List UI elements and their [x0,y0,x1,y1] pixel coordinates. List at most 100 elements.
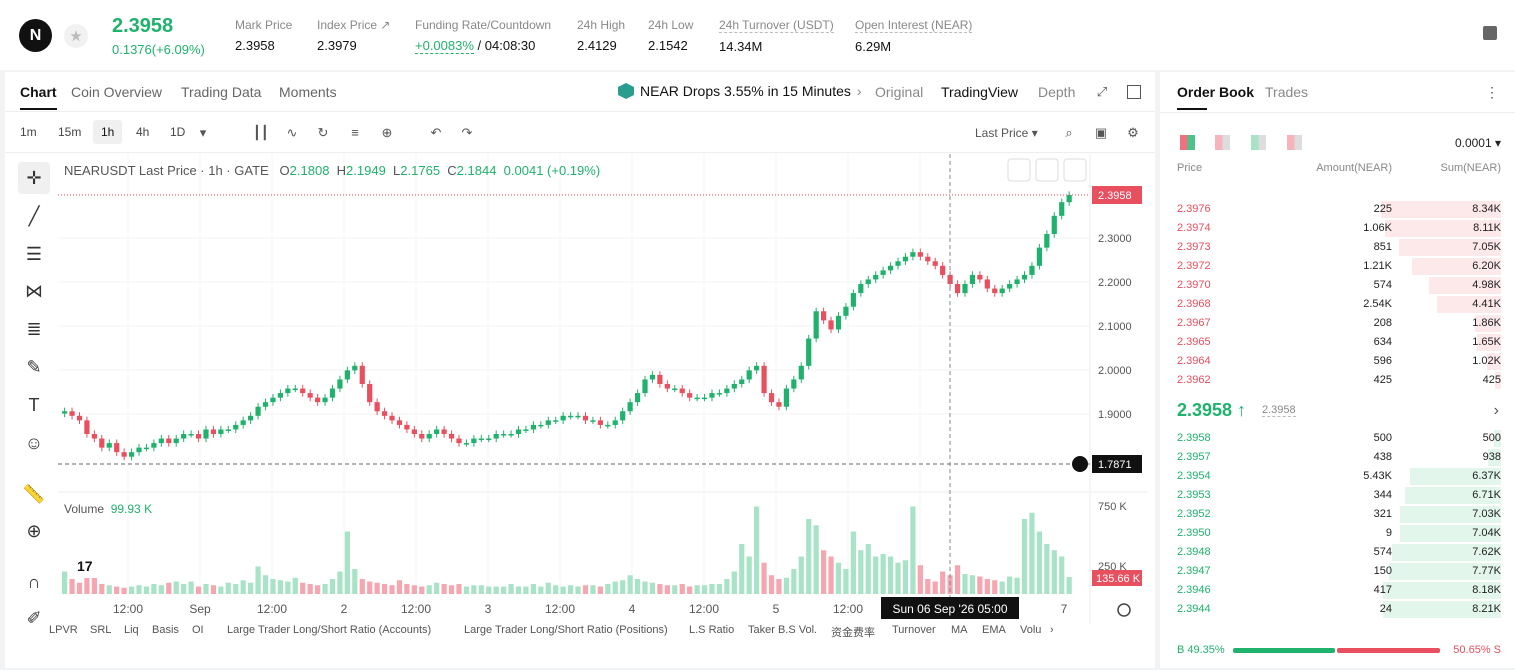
candle-body [463,443,470,445]
bid-row[interactable]: 2.3948 574 7.62K [1160,543,1515,562]
fib-icon[interactable]: ≣ [26,319,42,339]
tab-order-book[interactable]: Order Book [1177,84,1255,110]
indicator-funding[interactable]: 资金费率 [831,627,875,639]
templates-icon[interactable]: ≡ [351,125,359,140]
volume-bar [1044,544,1050,594]
indicator-ls-positions[interactable]: Large Trader Long/Short Ratio (Positions… [464,624,668,636]
candle-body [173,438,179,444]
tab-moments[interactable]: Moments [279,84,337,100]
ask-row[interactable]: 2.3964 596 1.02K [1160,352,1515,371]
bid-row[interactable]: 2.3944 24 8.21K [1160,600,1515,619]
ask-row[interactable]: 2.3962 425 425 [1160,371,1515,390]
chevron-right-icon[interactable]: › [1493,402,1499,419]
tf-1h[interactable]: 1h [93,120,123,144]
volume-bar [337,571,343,594]
view-asks-icon[interactable] [1215,135,1230,150]
ruler-icon[interactable]: 📏 [22,484,46,504]
add-indicator-icon[interactable]: ⊕ [381,125,393,140]
volume-tag-text: 135.66 K [1096,573,1141,585]
search-icon[interactable]: ⌕ [1065,125,1073,140]
fullscreen-icon[interactable] [1127,85,1141,99]
crosshair-price-text: 1.7871 [1098,459,1132,471]
brush-icon[interactable]: ✎ [26,357,42,377]
indicator-ma[interactable]: MA [951,624,968,636]
view-depth-icon[interactable] [1287,135,1302,150]
indicator-ls-ratio[interactable]: L.S Ratio [689,624,735,636]
more-menu-icon[interactable]: ⋮ [1485,84,1499,100]
crosshair-icon[interactable]: ✛ [18,162,50,194]
candle-body [969,274,976,284]
news-ticker[interactable]: NEAR Drops 3.55% in 15 Minutes › [618,83,862,99]
ask-row[interactable]: 2.3974 1.06K 8.11K [1160,219,1515,238]
magnet-icon[interactable]: ∩ [27,572,41,592]
indicator-oi[interactable]: OI [192,624,204,636]
bid-row[interactable]: 2.3952 321 7.03K [1160,505,1515,524]
indicators-icon[interactable]: ∿ [286,125,298,140]
indicator-ema[interactable]: EMA [982,624,1006,636]
bid-row[interactable]: 2.3947 150 7.77K [1160,562,1515,581]
bid-row[interactable]: 2.3958 500 500 [1160,429,1515,448]
ask-row[interactable]: 2.3976 225 8.34K [1160,200,1515,219]
favorite-star-icon[interactable]: ★ [64,24,88,48]
refresh-icon[interactable]: ↻ [317,125,329,140]
redo-icon[interactable]: ↷ [461,125,473,140]
chevron-right-icon[interactable]: › [1050,624,1054,636]
ask-row[interactable]: 2.3970 574 4.98K [1160,276,1515,295]
price-type-select[interactable]: Last Price ▾ [975,126,1038,140]
tab-trading-data[interactable]: Trading Data [181,84,262,100]
horizontal-lines-icon[interactable]: ☰ [25,244,43,264]
chart-tabs: Chart Coin Overview Trading Data Moments… [5,72,1155,112]
settings-gear-icon[interactable]: ⚙ [1127,125,1139,140]
candle-body [560,415,566,421]
indicator-liq[interactable]: Liq [124,624,139,636]
ask-row[interactable]: 2.3968 2.54K 4.41K [1160,295,1515,314]
tab-chart[interactable]: Chart [20,84,57,110]
volume-bar [307,584,313,594]
timeframe-dropdown-icon[interactable]: ▾ [199,125,207,140]
indicator-ls-accounts[interactable]: Large Trader Long/Short Ratio (Accounts) [227,624,432,636]
candle-type-icon[interactable]: ┃┃ [253,125,269,140]
ask-row[interactable]: 2.3972 1.21K 6.20K [1160,257,1515,276]
bid-row[interactable]: 2.3957 438 938 [1160,448,1515,467]
bid-row[interactable]: 2.3954 5.43K 6.37K [1160,467,1515,486]
indicator-lpvr[interactable]: LPVR [49,624,78,636]
indicator-taker-vol[interactable]: Taker B.S Vol. [748,624,818,636]
zoom-in-icon[interactable]: ⊕ [26,521,42,541]
tf-15m[interactable]: 15m [58,125,82,139]
volume-bar [679,584,685,594]
volume-bar [731,571,737,594]
trendline-icon[interactable]: ╱ [28,206,40,226]
text-tool-icon[interactable]: T [28,395,40,415]
pattern-icon[interactable]: ⋈ [25,281,43,301]
candle-body [210,429,217,434]
view-tradingview[interactable]: TradingView [941,84,1019,100]
notes-icon[interactable] [1483,26,1497,40]
view-original[interactable]: Original [875,84,924,100]
tf-1d[interactable]: 1D [170,125,186,139]
ask-row[interactable]: 2.3965 634 1.65K [1160,333,1515,352]
expand-icon[interactable]: ⤢ [1096,84,1108,99]
ask-row[interactable]: 2.3973 851 7.05K [1160,238,1515,257]
bid-row[interactable]: 2.3950 9 7.04K [1160,524,1515,543]
precision-select[interactable]: 0.0001 ▾ [1454,136,1501,150]
stat-index-price[interactable]: Index Price ↗ 2.3979 [317,18,391,53]
view-bids-icon[interactable] [1251,135,1266,150]
bid-row[interactable]: 2.3953 344 6.71K [1160,486,1515,505]
camera-icon[interactable]: ▣ [1094,125,1108,140]
bid-row[interactable]: 2.3946 417 8.18K [1160,581,1515,600]
tab-trades[interactable]: Trades [1265,84,1309,100]
tf-4h[interactable]: 4h [136,125,150,139]
tab-coin-overview[interactable]: Coin Overview [71,84,163,100]
emoji-icon[interactable]: ☺ [24,433,44,453]
ask-row[interactable]: 2.3967 208 1.86K [1160,314,1515,333]
indicator-basis[interactable]: Basis [152,624,179,636]
indicator-srl[interactable]: SRL [90,624,112,636]
view-both-icon[interactable] [1180,135,1195,150]
view-depth[interactable]: Depth [1038,84,1076,100]
indicator-turnover[interactable]: Turnover [892,624,936,636]
tf-1m[interactable]: 1m [20,125,37,139]
undo-icon[interactable]: ↶ [430,125,442,140]
eraser-icon[interactable]: ✐ [26,608,42,628]
indicator-volume[interactable]: Volu [1020,624,1042,636]
